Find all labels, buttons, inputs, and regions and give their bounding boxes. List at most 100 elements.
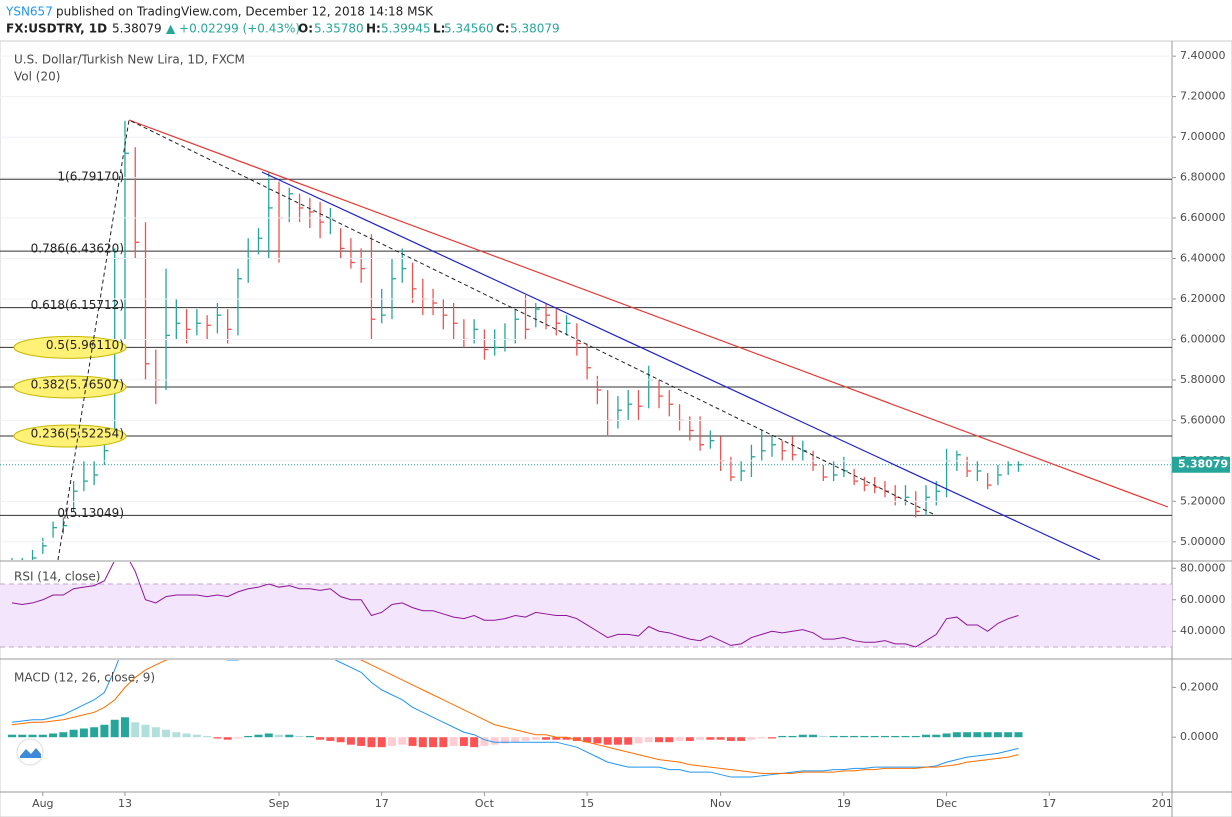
macd-histogram-bar bbox=[470, 737, 479, 748]
macd-histogram-bar bbox=[1004, 732, 1013, 738]
macd-histogram-bar bbox=[500, 737, 509, 744]
pane-title: MACD (12, 26, close, 9) bbox=[14, 671, 155, 685]
y-tick-label: 7.40000 bbox=[1180, 49, 1226, 62]
macd-histogram-bar bbox=[182, 733, 191, 738]
y-tick-label: 5.20000 bbox=[1180, 494, 1226, 507]
macd-histogram-bar bbox=[973, 732, 982, 738]
macd-histogram-bar bbox=[952, 732, 961, 738]
macd-histogram-bar bbox=[634, 737, 643, 744]
y-tick-label: 0.2000 bbox=[1180, 680, 1219, 693]
x-tick-label: Dec bbox=[936, 797, 957, 810]
macd-histogram-bar bbox=[429, 737, 438, 748]
macd-histogram-bar bbox=[829, 735, 838, 738]
frame bbox=[0, 40, 1232, 817]
macd-histogram-bar bbox=[593, 737, 602, 744]
macd-histogram-bar bbox=[942, 733, 951, 738]
macd-histogram-bar bbox=[141, 724, 150, 738]
highlight bbox=[13, 375, 127, 399]
macd-histogram-bar bbox=[798, 734, 807, 738]
y-tick-label: 40.0000 bbox=[1180, 624, 1226, 637]
y-tick-label: 6.00000 bbox=[1180, 332, 1226, 345]
macd-histogram-bar bbox=[911, 735, 920, 738]
price: 5.38079 bbox=[112, 22, 162, 36]
trend-line bbox=[128, 119, 1169, 508]
macd-histogram-bar bbox=[706, 737, 715, 740]
x-tick-label: 15 bbox=[580, 797, 594, 810]
x-tick-label: 201 bbox=[1152, 797, 1173, 810]
macd-histogram-bar bbox=[511, 737, 520, 743]
macd-histogram-bar bbox=[809, 734, 818, 738]
macd-histogram-bar bbox=[398, 737, 407, 745]
macd-histogram-bar bbox=[932, 734, 941, 738]
macd-histogram-bar bbox=[993, 732, 1002, 738]
macd-histogram-bar bbox=[480, 737, 489, 746]
rsi-line bbox=[11, 562, 1019, 648]
macd-histogram-bar bbox=[131, 722, 140, 738]
published: published on TradingView.com, December 1… bbox=[56, 5, 434, 19]
macd-histogram-bar bbox=[151, 727, 160, 738]
symbol: FX:USDTRY, 1D bbox=[6, 22, 107, 36]
macd-histogram-bar bbox=[387, 737, 396, 746]
pane-title: RSI (14, close) bbox=[14, 570, 100, 584]
macd-histogram-bar bbox=[336, 737, 345, 743]
x-tick-label: Sep bbox=[269, 797, 290, 810]
macd-histogram-bar bbox=[244, 735, 253, 738]
y-tick-label: 60.0000 bbox=[1180, 593, 1226, 606]
macd-histogram-bar bbox=[901, 735, 910, 738]
fib-label: 0.5(5.96110) bbox=[46, 338, 124, 352]
change: ▲ +0.02299 (+0.43%) bbox=[166, 22, 300, 36]
macd-histogram-bar bbox=[490, 737, 499, 745]
macd-histogram-bar bbox=[850, 735, 859, 738]
macd-histogram-bar bbox=[162, 729, 171, 738]
macd-histogram-bar bbox=[408, 737, 417, 746]
macd-histogram-bar bbox=[120, 717, 129, 738]
macd-histogram-bar bbox=[172, 732, 181, 738]
fib-label: 0.382(5.76507) bbox=[31, 377, 124, 391]
c-label: C: bbox=[496, 22, 510, 36]
x-tick-label: Oct bbox=[475, 797, 495, 810]
macd-histogram-bar bbox=[275, 734, 284, 738]
macd-histogram-bar bbox=[79, 728, 88, 738]
macd-histogram-bar bbox=[1014, 732, 1023, 738]
macd-histogram-bar bbox=[644, 737, 653, 743]
fib-label: 0(5.13049) bbox=[57, 506, 124, 520]
macd-histogram-bar bbox=[110, 719, 119, 738]
highlight bbox=[13, 335, 127, 359]
macd-histogram-bar bbox=[747, 737, 756, 740]
pane-subtitle: Vol (20) bbox=[14, 70, 60, 84]
y-tick-label: 6.20000 bbox=[1180, 292, 1226, 305]
macd-histogram-bar bbox=[295, 735, 304, 738]
y-tick-label: 0.0000 bbox=[1180, 730, 1219, 743]
fib-label: 0.618(6.15712) bbox=[31, 298, 124, 312]
fib-label: 1(6.79170) bbox=[57, 170, 124, 184]
macd-histogram-bar bbox=[922, 734, 931, 738]
macd-histogram-bar bbox=[18, 734, 27, 738]
macd-histogram-bar bbox=[860, 735, 869, 738]
macd-histogram-bar bbox=[572, 737, 581, 741]
macd-histogram-bar bbox=[326, 737, 335, 741]
macd-histogram-bar bbox=[90, 727, 99, 738]
macd-histogram-bar bbox=[531, 737, 540, 740]
macd-histogram-bar bbox=[28, 734, 37, 738]
last-price-box bbox=[1172, 456, 1230, 473]
y-tick-label: 7.00000 bbox=[1180, 130, 1226, 143]
macd-line bbox=[11, 660, 1019, 774]
macd-histogram-bar bbox=[542, 737, 551, 740]
macd-histogram-bar bbox=[819, 735, 828, 738]
macd-histogram-bar bbox=[233, 737, 242, 739]
x-tick-label: Aug bbox=[32, 797, 53, 810]
macd-histogram-bar bbox=[562, 737, 571, 740]
pane-title: U.S. Dollar/Turkish New Lira, 1D, FXCM bbox=[14, 53, 245, 67]
high: 5.39945 bbox=[381, 22, 431, 36]
macd-histogram-bar bbox=[685, 737, 694, 741]
fib-label: 0.786(6.43620) bbox=[31, 242, 124, 256]
macd-histogram-bar bbox=[49, 733, 58, 738]
rsi-band bbox=[0, 584, 1172, 647]
h-label: H: bbox=[366, 22, 381, 36]
macd-histogram-bar bbox=[8, 734, 16, 738]
drawings bbox=[57, 119, 1169, 560]
rsi-pane bbox=[0, 562, 1172, 648]
macd-histogram-bar bbox=[346, 737, 355, 745]
highlight bbox=[13, 424, 127, 448]
